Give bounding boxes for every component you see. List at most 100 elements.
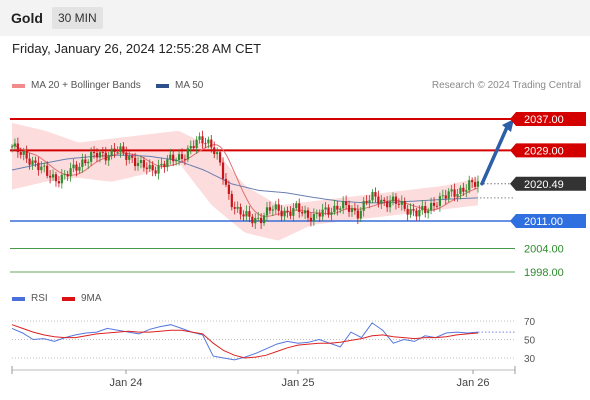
candle-body <box>22 151 25 155</box>
rsi-level-label-50: 50 <box>524 336 536 347</box>
candle-body <box>391 196 395 202</box>
candle-body <box>84 159 87 164</box>
candle-body <box>128 156 131 160</box>
candle-body <box>221 162 225 179</box>
candle-body <box>318 213 321 217</box>
time-tick-label-2: Jan 25 <box>281 377 314 389</box>
candle-body <box>327 207 330 215</box>
time-axis: Jan 24 Jan 25 Jan 26 <box>11 366 516 389</box>
candle-body <box>122 146 125 153</box>
candle-body <box>119 146 122 152</box>
candle-body <box>195 139 198 149</box>
candle-body <box>46 165 49 176</box>
candle-body <box>75 164 78 171</box>
candle-body <box>125 152 128 160</box>
research-credit: Research © 2024 Trading Central <box>431 80 581 91</box>
candle-body <box>330 212 333 215</box>
candle-body <box>339 208 342 210</box>
candle-body <box>301 212 304 214</box>
candle-body <box>95 152 99 158</box>
candle-body <box>412 209 415 211</box>
candle-body <box>110 148 113 157</box>
candle-body <box>415 210 418 217</box>
candle-body <box>450 189 453 192</box>
candle-body <box>57 181 60 184</box>
candle-body <box>25 151 28 159</box>
candle-body <box>473 182 477 187</box>
candle-body <box>468 180 471 191</box>
candle-body <box>321 209 324 217</box>
candle-body <box>10 146 14 148</box>
candle-body <box>60 174 63 184</box>
timeframe-badge[interactable]: 30 MIN <box>52 7 103 29</box>
candle-body <box>441 195 444 197</box>
candle-body <box>368 200 371 203</box>
support-tag-1-text: 2011.00 <box>524 216 563 228</box>
rsi-panel: 70 50 30 <box>11 317 536 365</box>
ma20-swatch <box>12 83 25 88</box>
candle-body <box>186 148 189 160</box>
candle-body <box>216 152 219 155</box>
price-tags: 2037.00 2029.00 2020.49 2011.00 2004.00 1998.… <box>510 112 586 279</box>
candle-body <box>145 167 148 169</box>
candle-body <box>233 207 236 209</box>
legend-rsi-label: RSI <box>31 293 48 304</box>
candle-body <box>13 143 17 147</box>
candle-body <box>107 156 110 161</box>
candle-body <box>342 201 345 209</box>
candle-body <box>254 218 257 224</box>
candle-body <box>92 152 96 153</box>
ma20-line <box>11 144 479 217</box>
candle-body <box>54 174 58 182</box>
candle-body <box>113 148 116 153</box>
candle-body <box>31 160 34 165</box>
candle-body <box>218 152 222 163</box>
candle-body <box>444 195 447 199</box>
candle-body <box>324 207 327 210</box>
rsi-swatch <box>12 296 25 301</box>
candle-body <box>303 210 307 214</box>
candle-body <box>260 217 263 224</box>
candle-body <box>453 189 456 197</box>
candle-body <box>292 208 295 216</box>
rsi-9ma-line <box>11 324 479 359</box>
candle-body <box>72 164 75 169</box>
legend-rsi: RSI <box>12 293 48 304</box>
candle-body <box>459 187 462 195</box>
time-tick-label-1: Jan 24 <box>109 377 142 389</box>
candle-body <box>204 143 207 145</box>
support-tag-1-bg <box>510 214 586 228</box>
candle-body <box>37 162 40 171</box>
candle-body <box>43 165 46 167</box>
candle-body <box>28 158 31 165</box>
candle-body <box>418 209 421 217</box>
moving-averages <box>11 144 479 217</box>
candle-body <box>192 146 195 149</box>
candle-body <box>406 208 409 215</box>
candle-body <box>421 206 424 210</box>
symbol-title: Gold <box>11 10 43 26</box>
top-bar: Gold 30 MIN <box>0 0 590 36</box>
candle-body <box>198 136 201 140</box>
candle-body <box>242 214 245 217</box>
candle-body <box>210 139 213 148</box>
support-label-3: 1998.00 <box>524 267 564 279</box>
candle-body <box>251 216 254 224</box>
candle-body <box>34 160 37 163</box>
ma50-swatch <box>156 83 169 88</box>
candle-body <box>271 209 274 211</box>
candle-body <box>151 165 154 171</box>
candle-body <box>78 166 81 171</box>
candle-body <box>409 209 412 215</box>
ma50-line <box>11 154 479 204</box>
candle-body <box>236 206 239 209</box>
candle-body <box>289 212 292 216</box>
candle-body <box>16 143 19 153</box>
candle-body <box>356 210 359 219</box>
candle-body <box>248 211 251 217</box>
candle-body <box>377 196 380 204</box>
candle-body <box>51 174 55 178</box>
candle-body <box>49 175 52 178</box>
resistance-tag-2-text: 2029.00 <box>524 145 564 157</box>
